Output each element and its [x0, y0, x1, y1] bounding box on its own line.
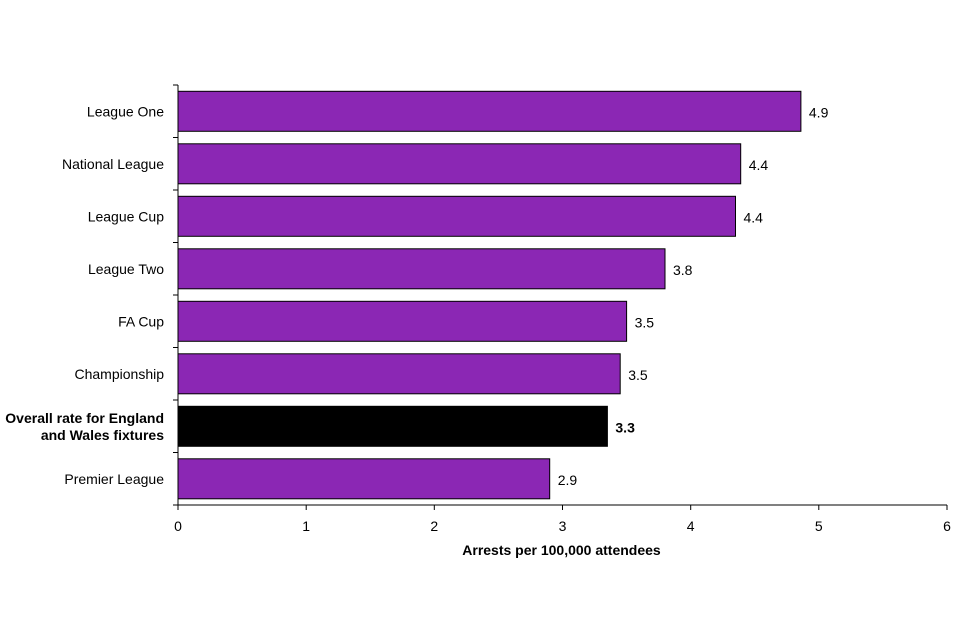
- x-axis-title: Arrests per 100,000 attendees: [462, 542, 661, 558]
- category-label-2: National League: [62, 156, 164, 172]
- x-tick-label-2: 2: [430, 518, 438, 534]
- x-tick-label-1: 1: [302, 518, 310, 534]
- data-label-2: 4.4: [749, 157, 769, 173]
- x-tick-label-0: 0: [174, 518, 182, 534]
- bar-4: [177, 248, 666, 290]
- bar-7: [177, 405, 608, 447]
- x-tick-label-6: 6: [943, 518, 951, 534]
- bar-8: [177, 458, 551, 500]
- data-label-3: 4.4: [744, 209, 764, 225]
- x-tick-label-3: 3: [559, 518, 567, 534]
- data-label-4: 3.8: [673, 262, 693, 278]
- category-label-5: FA Cup: [118, 313, 164, 329]
- bar-6: [177, 353, 621, 395]
- data-label-1: 4.9: [809, 104, 829, 120]
- category-label-3: League Cup: [88, 208, 165, 224]
- bar-3: [177, 195, 736, 237]
- category-label-6: Championship: [75, 366, 165, 382]
- category-label-7-line-1: Overall rate for England: [5, 410, 164, 426]
- category-label-8: Premier League: [64, 471, 164, 487]
- category-label-7-line-2: and Wales fixtures: [41, 427, 164, 443]
- bar-1: [177, 90, 802, 132]
- data-label-5: 3.5: [635, 314, 655, 330]
- bar-2: [177, 143, 742, 185]
- category-label-4: League Two: [88, 261, 164, 277]
- data-label-7: 3.3: [615, 419, 635, 435]
- x-tick-label-4: 4: [687, 518, 695, 534]
- x-tick-label-5: 5: [815, 518, 823, 534]
- bar-5: [177, 300, 628, 342]
- category-label-1: League One: [87, 103, 164, 119]
- data-label-8: 2.9: [558, 472, 578, 488]
- data-label-6: 3.5: [628, 367, 648, 383]
